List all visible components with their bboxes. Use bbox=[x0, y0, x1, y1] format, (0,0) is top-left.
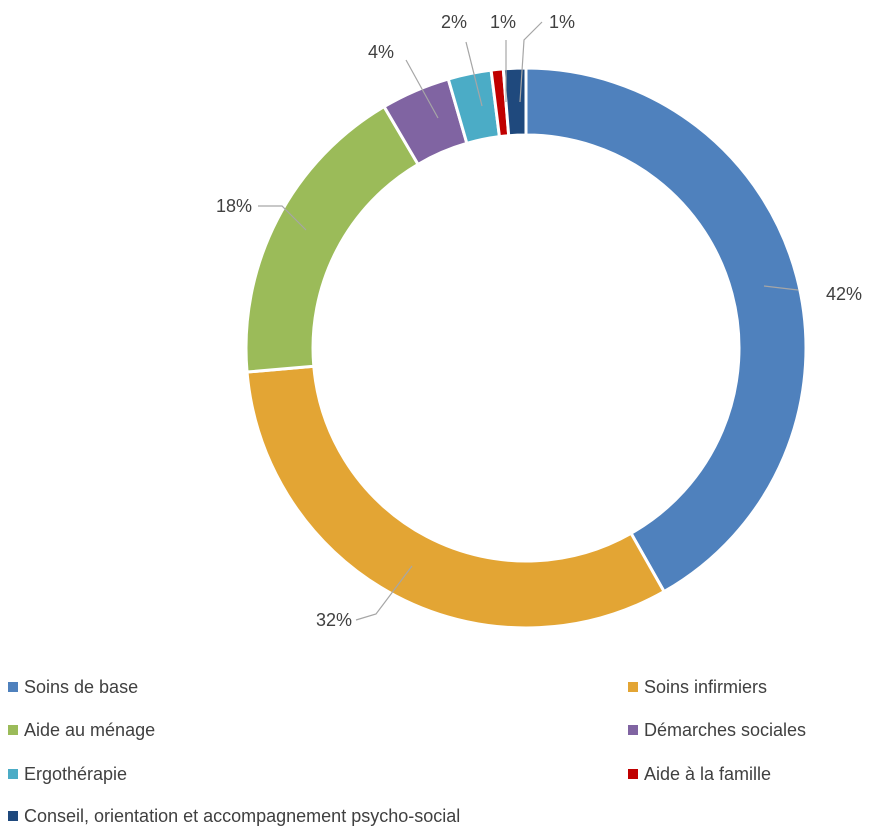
legend-swatch bbox=[8, 725, 18, 735]
legend-item-soins-infirmiers: Soins infirmiers bbox=[628, 676, 767, 698]
legend-label: Conseil, orientation et accompagnement p… bbox=[24, 806, 461, 826]
legend-label: Aide au ménage bbox=[24, 720, 156, 740]
legend-label: Aide à la famille bbox=[644, 764, 772, 784]
data-label-1: 32% bbox=[316, 610, 352, 630]
data-label-4: 2% bbox=[441, 12, 467, 32]
legend-item-ergotherapie: Ergothérapie bbox=[8, 763, 127, 785]
legend-label: Démarches sociales bbox=[644, 720, 807, 740]
data-label-2: 18% bbox=[216, 196, 252, 216]
leader-line-0 bbox=[763, 285, 799, 291]
chart-legend: Soins de base Soins infirmiers Aide au m… bbox=[8, 668, 840, 828]
legend-swatch bbox=[8, 811, 18, 821]
legend-swatch bbox=[628, 769, 638, 779]
legend-item-demarches-sociales: Démarches sociales bbox=[628, 719, 806, 741]
legend-swatch bbox=[628, 682, 638, 692]
slices-layer bbox=[244, 66, 808, 630]
legend-label: Ergothérapie bbox=[24, 764, 128, 784]
legend-label: Soins infirmiers bbox=[644, 677, 768, 697]
donut-slice-1 bbox=[245, 364, 667, 630]
legend-label: Soins de base bbox=[24, 677, 139, 697]
leader-line-3 bbox=[405, 59, 439, 119]
leader-line-4 bbox=[465, 41, 483, 107]
leader-line-2 bbox=[258, 205, 307, 231]
leader-line-1 bbox=[355, 565, 413, 621]
donut-slice-0 bbox=[524, 66, 808, 594]
legend-swatch bbox=[8, 682, 18, 692]
legend-item-aide-a-la-famille: Aide à la famille bbox=[628, 763, 771, 785]
labels-layer: 42% 32% 18% 4% 2% 1% 1% bbox=[216, 12, 862, 630]
legend-swatch bbox=[8, 769, 18, 779]
leader-line-6 bbox=[519, 21, 543, 103]
donut-chart: 42% 32% 18% 4% 2% 1% 1% bbox=[216, 12, 862, 630]
data-label-3: 4% bbox=[368, 42, 394, 62]
data-label-6: 1% bbox=[549, 12, 575, 32]
data-label-0: 42% bbox=[826, 284, 862, 304]
donut-slice-2 bbox=[244, 104, 421, 374]
legend-item-conseil-orientation: Conseil, orientation et accompagnement p… bbox=[8, 805, 460, 827]
legend-item-soins-de-base: Soins de base bbox=[8, 676, 138, 698]
leaders-layer bbox=[258, 21, 799, 621]
donut-slice-6 bbox=[501, 66, 528, 138]
legend-item-aide-au-menage: Aide au ménage bbox=[8, 719, 155, 741]
data-label-5: 1% bbox=[490, 12, 516, 32]
legend-swatch bbox=[628, 725, 638, 735]
